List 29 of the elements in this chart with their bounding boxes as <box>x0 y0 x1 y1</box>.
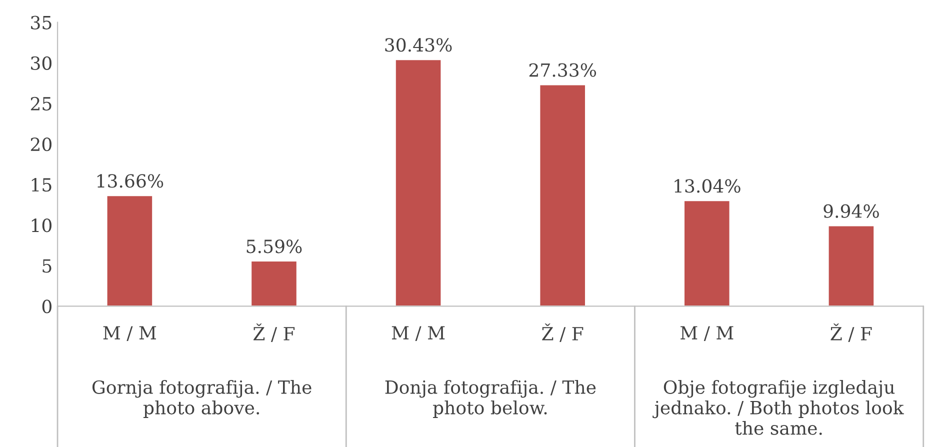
bar <box>538 84 586 306</box>
y-tick-label: 25 <box>30 96 52 111</box>
text: Obje fotografije izgledaju jednako. / Both photos look the same. <box>652 380 904 435</box>
text: Gornja fotografija. / The photo above. <box>92 380 312 418</box>
text: Donja fotografija. / The photo below. <box>385 380 596 418</box>
y-tick-label: 0 <box>42 300 52 314</box>
x-tick-label: M / M <box>680 326 734 342</box>
y-tick-label: 15 <box>32 178 52 192</box>
data-label: 13.66% <box>97 174 164 188</box>
y-tick-label: 30 <box>31 56 52 70</box>
data-label: 27.33% <box>529 63 596 77</box>
y-tick-label: 5 <box>42 259 52 273</box>
x-tick-label: Ž / F <box>542 324 584 342</box>
bar <box>683 200 731 306</box>
x-tick-label: Ž / F <box>830 324 872 342</box>
x-tick-label: Ž / F <box>253 324 295 342</box>
y-tick-label: 20 <box>30 137 52 152</box>
data-label: 30.43% <box>385 38 452 52</box>
bar <box>394 58 442 306</box>
x-tick-label: M / M <box>392 326 445 342</box>
y-tick-label: 35 <box>31 16 52 30</box>
x-tick-label: M / M <box>103 326 156 342</box>
bar <box>250 260 298 306</box>
y-tick-label: 10 <box>32 218 52 232</box>
data-label: 9.94% <box>824 204 879 218</box>
data-label: 13.04% <box>674 179 740 193</box>
bar <box>106 194 154 306</box>
data-label: 5.59% <box>246 240 302 254</box>
bar <box>827 224 875 306</box>
